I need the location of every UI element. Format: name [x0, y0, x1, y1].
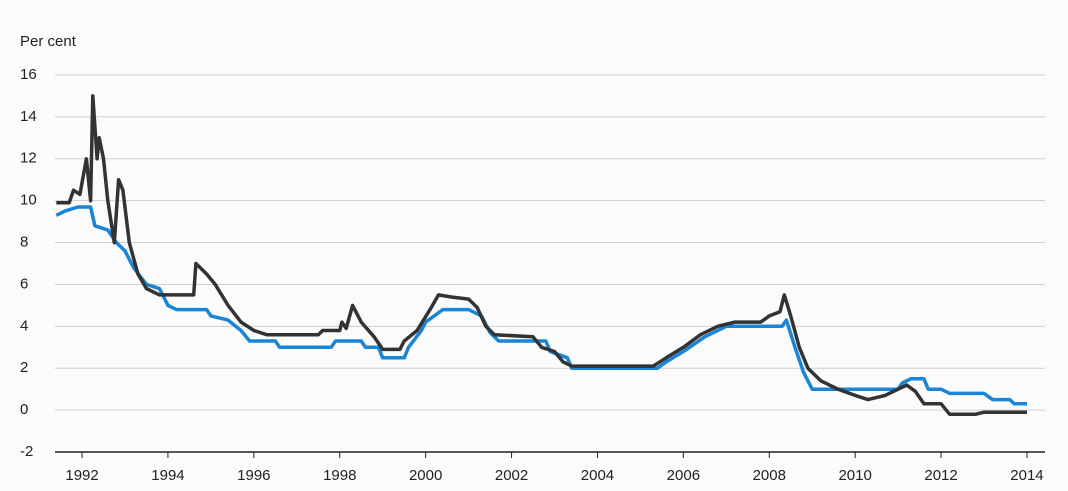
y-tick-label: -2	[20, 443, 33, 460]
x-tick-label: 1992	[65, 467, 98, 484]
y-tick-label: 6	[20, 275, 28, 292]
y-tick-label: 10	[20, 192, 37, 209]
x-tick-label: 2002	[495, 467, 528, 484]
x-tick-label: 2010	[838, 467, 871, 484]
series-line	[56, 94, 1027, 417]
x-tick-label: 2000	[409, 467, 442, 484]
x-tick-label: 2006	[667, 467, 700, 484]
y-tick-label: 4	[20, 317, 28, 334]
x-tick-label: 1994	[151, 467, 184, 484]
y-tick-label: 2	[20, 359, 28, 376]
y-tick-label: 12	[20, 150, 37, 167]
y-tick-label: 14	[20, 108, 37, 125]
x-tick-label: 2004	[581, 467, 614, 484]
x-tick-label: 2008	[753, 467, 786, 484]
y-tick-label: 0	[20, 401, 28, 418]
x-tick-label: 1998	[323, 467, 356, 484]
x-tick-label: 1996	[237, 467, 270, 484]
y-axis-label: Per cent	[20, 33, 77, 50]
x-tick-label: 2012	[924, 467, 957, 484]
y-tick-label: 8	[20, 234, 28, 251]
y-tick-label: 16	[20, 66, 37, 83]
x-tick-label: 2014	[1010, 467, 1043, 484]
